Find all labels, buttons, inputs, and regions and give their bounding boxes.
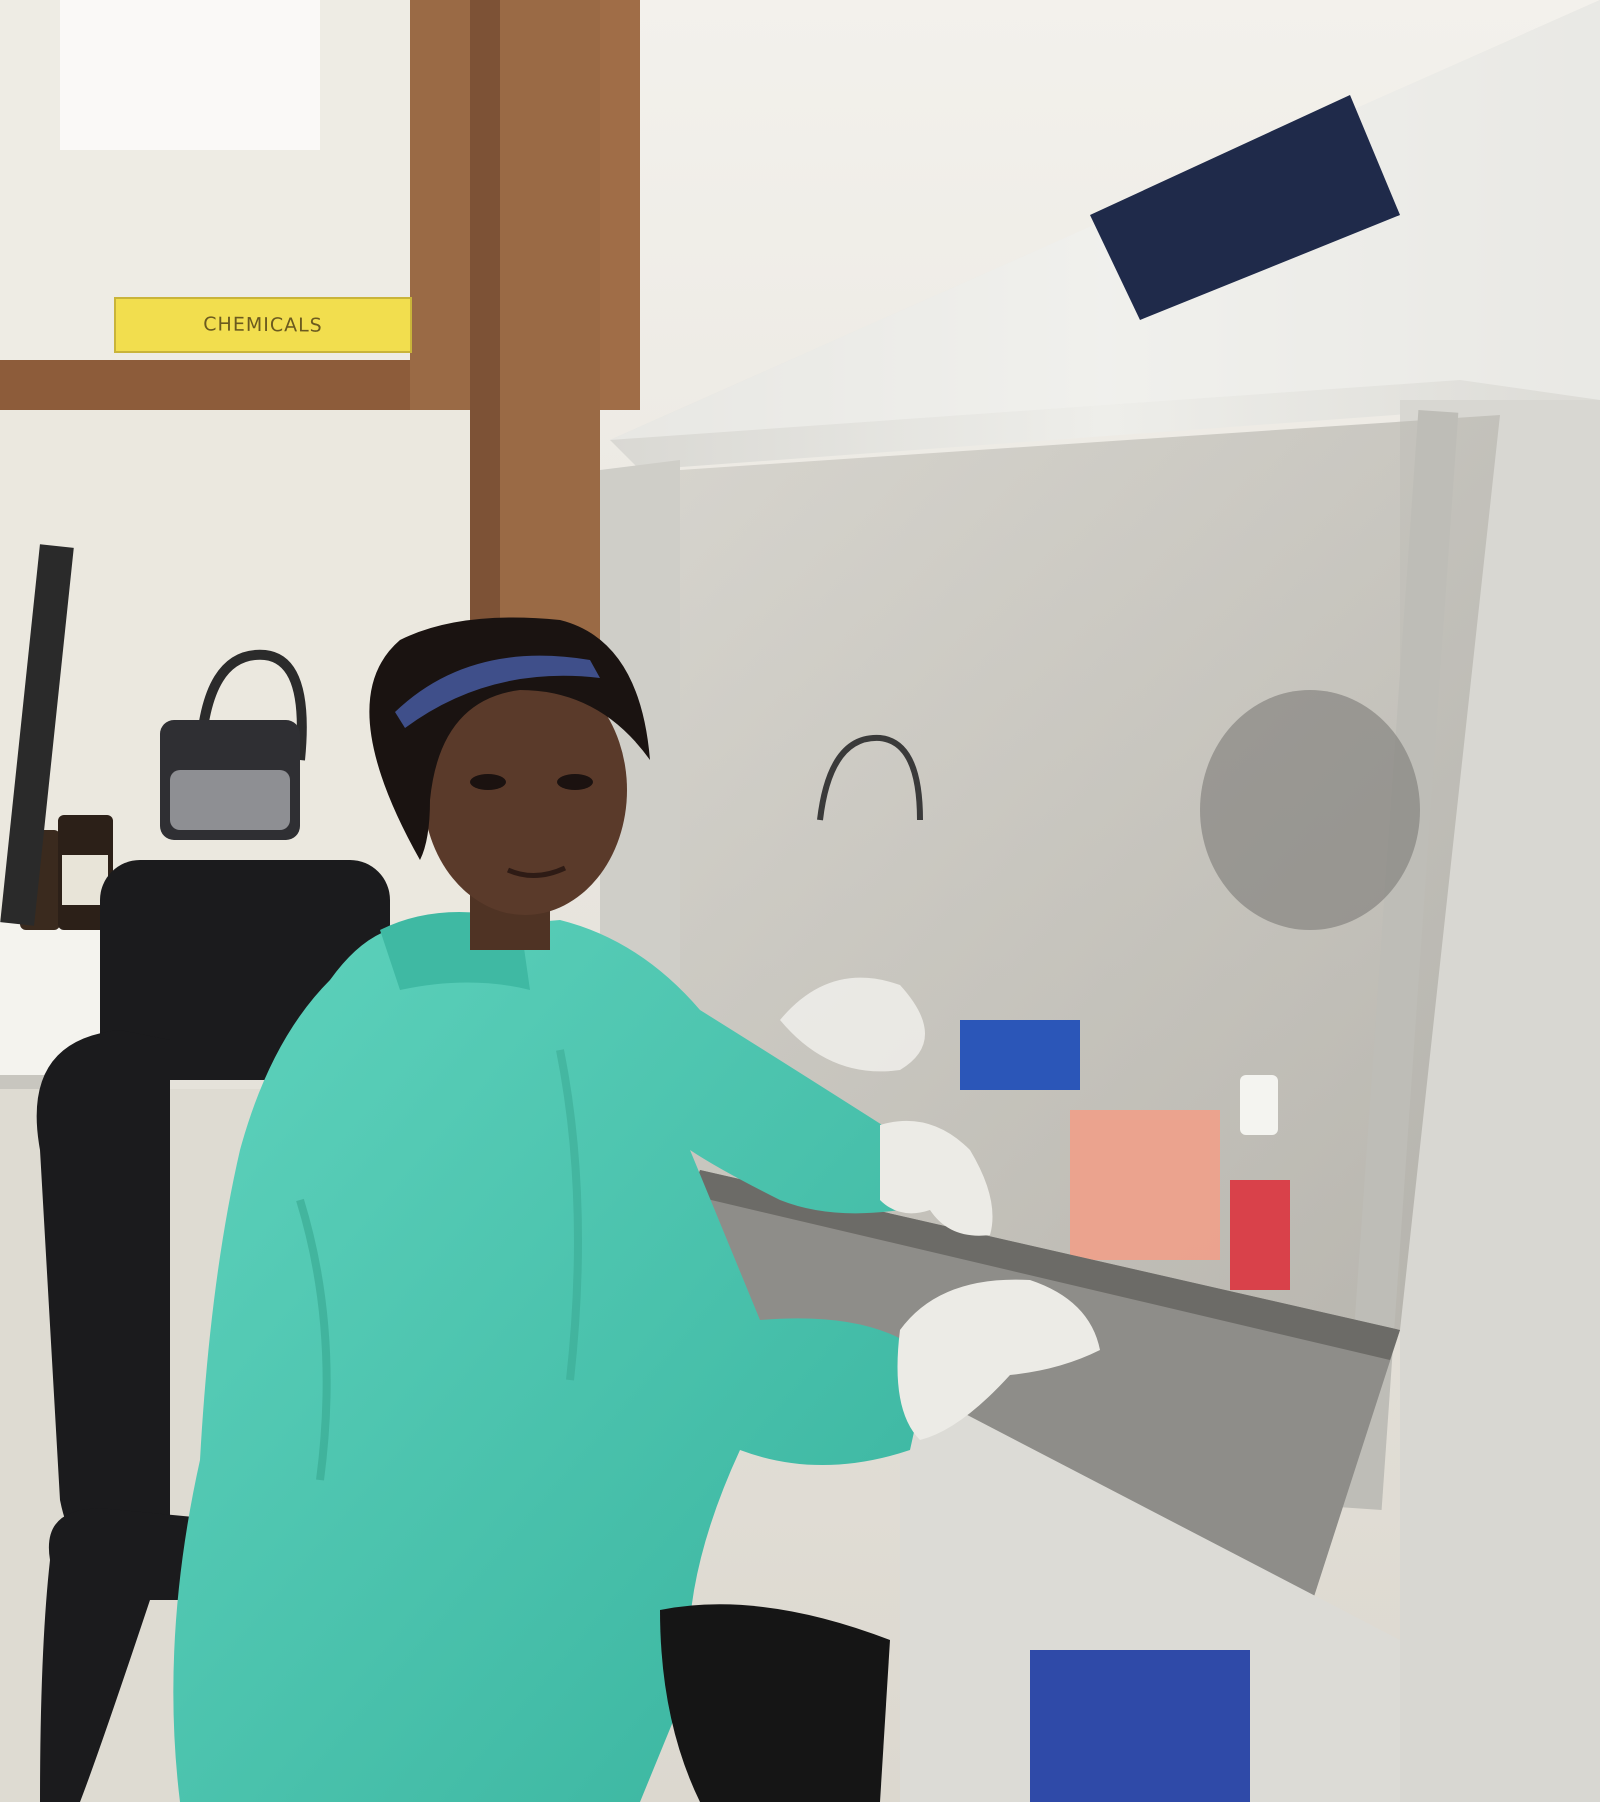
blue-tip-box	[960, 1020, 1080, 1090]
glass-sash	[680, 415, 1500, 1330]
interior-stand	[817, 734, 923, 821]
chemicals-sign	[114, 297, 412, 353]
chair-left-side	[36, 1030, 170, 1572]
eye	[557, 774, 593, 790]
gown-fold	[556, 1049, 582, 1381]
wood-shelf	[0, 360, 470, 410]
plastic-bag	[780, 977, 925, 1072]
skirt	[660, 1604, 890, 1802]
pink-tube-rack	[1070, 1110, 1220, 1260]
cabinet-label-panel	[1090, 95, 1400, 320]
chemicals-sign-text: CHEMICALS	[203, 313, 323, 337]
hair	[369, 617, 650, 860]
cabinet-base	[900, 1380, 1400, 1802]
wood-column-edge	[470, 0, 500, 660]
stand-pole	[0, 544, 74, 926]
face	[423, 665, 627, 915]
eye	[470, 774, 506, 790]
work-surface-lip	[690, 1170, 1400, 1360]
microscope-arm	[195, 649, 307, 761]
blue-container	[1030, 1650, 1250, 1802]
white-bottle	[1240, 1075, 1278, 1135]
interior-reflection-head	[1200, 690, 1420, 930]
ceiling-light-glow	[60, 0, 320, 150]
right-glove	[880, 1120, 993, 1236]
red-reagent-box	[1230, 1180, 1290, 1290]
gown-fold	[296, 1198, 331, 1481]
headband	[395, 655, 600, 728]
microscope-stage	[170, 770, 290, 830]
gown	[173, 920, 931, 1802]
sash-frame-right	[1341, 409, 1459, 1511]
mouth	[506, 865, 567, 878]
work-surface	[700, 1170, 1400, 1640]
left-glove	[897, 1279, 1100, 1440]
